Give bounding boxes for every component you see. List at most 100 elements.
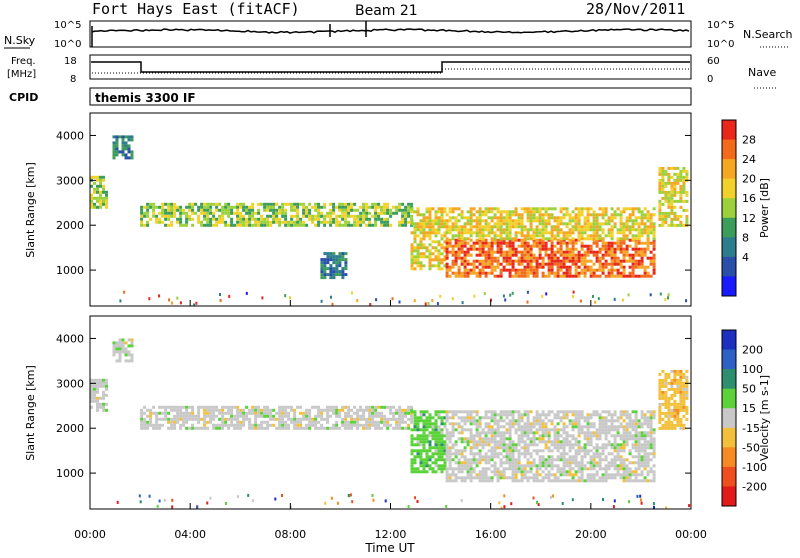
velocity-cell [685, 384, 689, 388]
power-cell [604, 247, 608, 251]
power-cell [490, 256, 494, 260]
power-cell [511, 213, 515, 217]
power-cell [601, 213, 605, 217]
velocity-cell [502, 440, 506, 444]
power-cell [676, 178, 680, 182]
velocity-cell [658, 396, 662, 400]
power-cell [469, 234, 473, 238]
power-cell [227, 211, 231, 215]
velocity-cell [99, 384, 102, 388]
velocity-cell [326, 426, 330, 430]
velocity-cell [359, 417, 363, 421]
power-cell [589, 259, 593, 263]
velocity-cell [317, 414, 321, 418]
velocity-cell [583, 419, 587, 423]
power-cell [673, 178, 677, 182]
velocity-cell [601, 416, 605, 420]
velocity-cell [185, 414, 189, 418]
power-cell [293, 205, 297, 209]
power-cell [338, 205, 342, 209]
velocity-cell [589, 434, 593, 438]
power-cell [487, 256, 491, 260]
power-cell [299, 217, 303, 221]
power-cell [496, 210, 500, 214]
power-cell [502, 210, 506, 214]
power-cell [230, 205, 234, 209]
velocity-cell [392, 405, 396, 409]
velocity-cell [242, 423, 246, 427]
velocity-ytick-label: 3000 [56, 377, 84, 390]
velocity-cell [416, 452, 420, 456]
velocity-cell [490, 437, 494, 441]
velocity-cell [173, 426, 177, 430]
velocity-cell [105, 387, 108, 391]
power-cell [209, 208, 213, 212]
velocity-cell [646, 473, 650, 477]
velocity-cell [676, 378, 680, 382]
velocity-cell [619, 446, 623, 450]
power-cell [517, 274, 521, 278]
nsky-top-tick: 10^5 [54, 20, 81, 31]
velocity-cell [410, 449, 414, 453]
power-cell [454, 244, 458, 248]
velocity-cell [685, 417, 689, 421]
velocity-cell [290, 417, 294, 421]
velocity-cell [197, 417, 201, 421]
velocity-cell [574, 443, 578, 447]
power-cell [505, 256, 509, 260]
velocity-cell [601, 410, 605, 414]
velocity-cell [440, 431, 444, 435]
velocity-cell [496, 425, 500, 429]
power-cell [490, 225, 494, 229]
power-cell [428, 222, 432, 226]
power-cell [517, 268, 521, 272]
power-cell [493, 241, 497, 245]
power-cell [96, 178, 99, 182]
velocity-cell [457, 437, 461, 441]
power-cell [649, 216, 653, 220]
power-cell [115, 153, 119, 157]
velocity-cell [625, 425, 629, 429]
velocity-cell [580, 476, 584, 480]
velocity-cell [556, 446, 560, 450]
velocity-cell [652, 470, 656, 474]
velocity-cell [634, 413, 638, 417]
power-cell [673, 223, 677, 227]
power-cell [410, 219, 414, 223]
power-cell [658, 202, 662, 206]
power-cell [604, 265, 608, 269]
power-cell [460, 237, 464, 241]
power-cell [523, 253, 527, 257]
power-cell [616, 247, 620, 251]
velocity-cell [505, 410, 509, 414]
power-cell [574, 271, 578, 275]
velocity-cell [431, 467, 435, 471]
velocity-cell [547, 458, 551, 462]
power-cell [245, 217, 249, 221]
velocity-cell [526, 419, 530, 423]
power-cell [466, 222, 470, 226]
velocity-cell [302, 417, 306, 421]
power-cell [589, 244, 593, 248]
velocity-cell [565, 479, 569, 483]
velocity-cell [595, 443, 599, 447]
velocity-cell [437, 413, 441, 417]
power-cell [472, 259, 476, 263]
power-cell [179, 214, 183, 218]
power-cell [583, 216, 587, 220]
velocity-cell [502, 470, 506, 474]
power-cell [395, 211, 399, 215]
power-cell [526, 213, 530, 217]
power-cell [338, 273, 342, 277]
velocity-cell [568, 479, 572, 483]
velocity-cell [176, 420, 180, 424]
power-cell [484, 225, 488, 229]
velocity-cell [218, 411, 222, 415]
velocity-cell [583, 425, 587, 429]
velocity-cell [170, 420, 174, 424]
velocity-cell [281, 411, 285, 415]
power-cell [613, 274, 617, 278]
velocity-cell [601, 446, 605, 450]
velocity-cell [568, 446, 572, 450]
power-cell [437, 225, 441, 229]
